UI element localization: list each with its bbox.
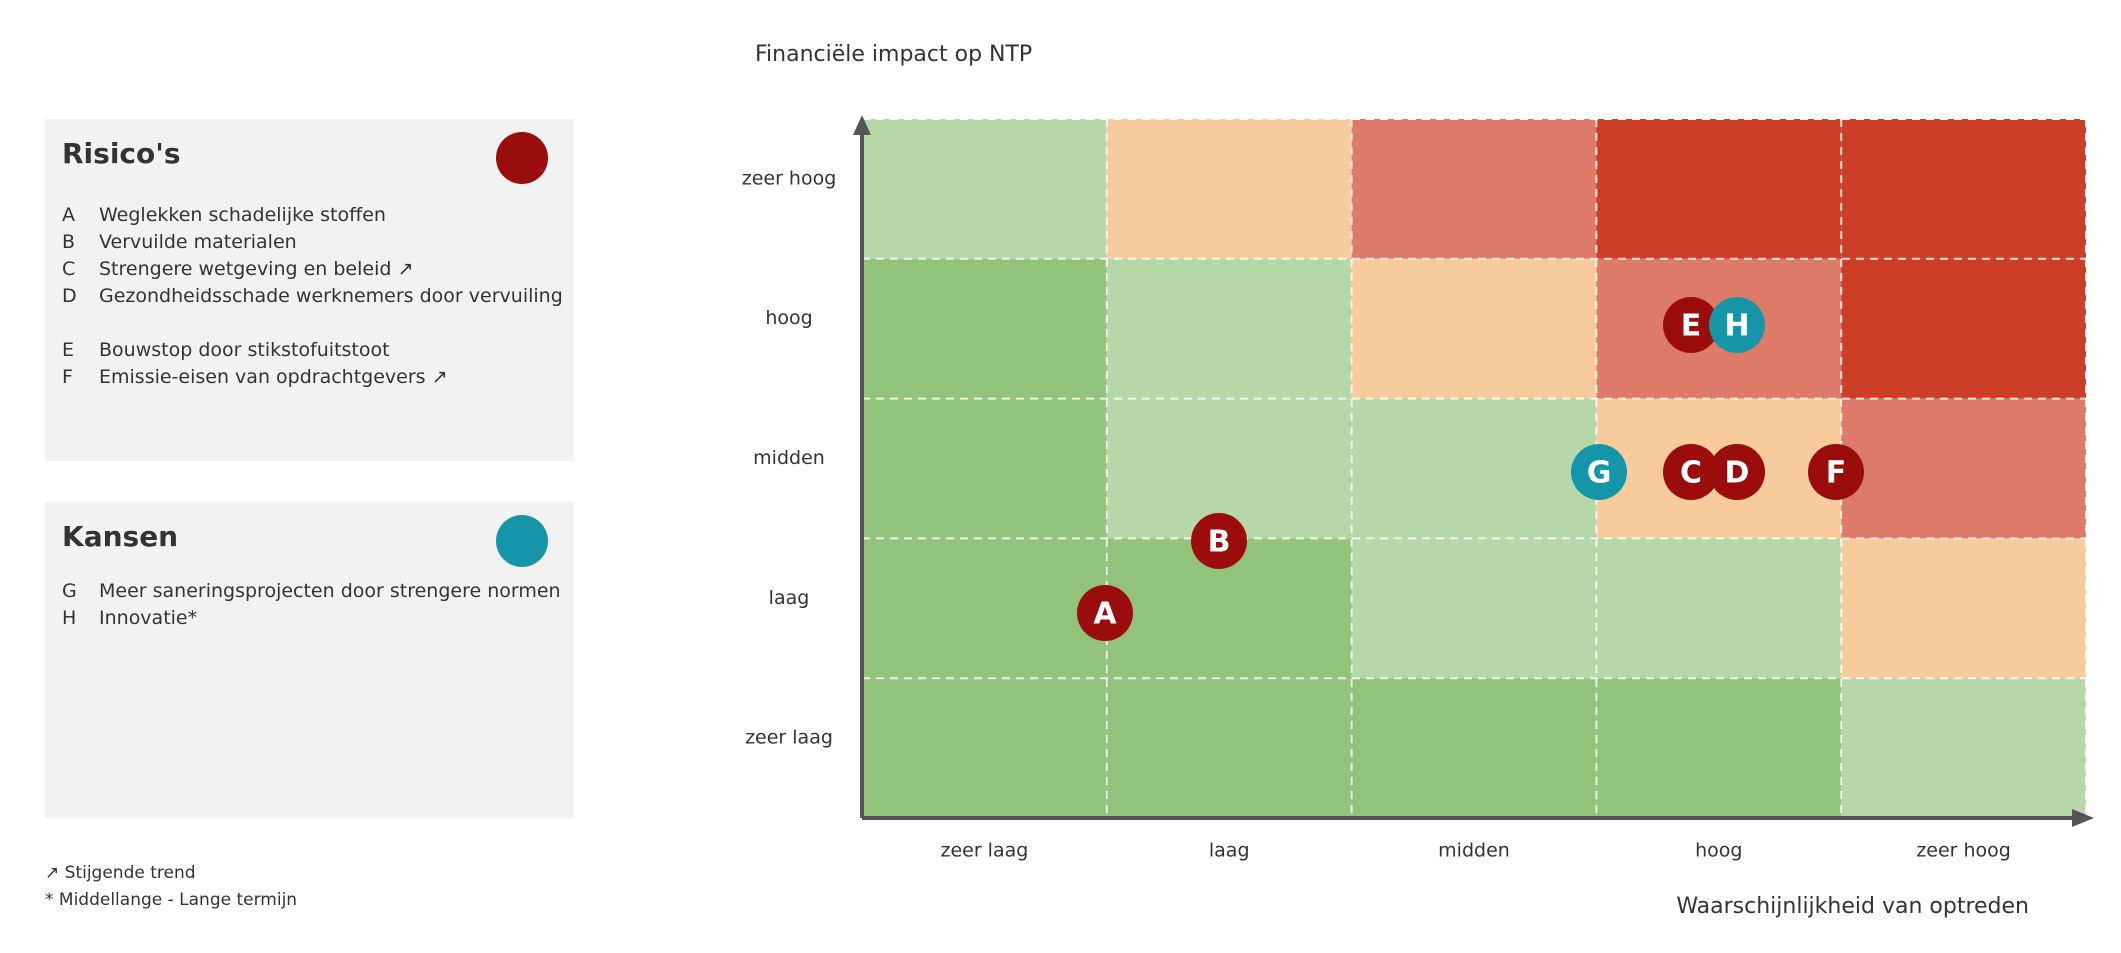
cell: [1351, 398, 1597, 539]
item-letter: G: [62, 580, 77, 602]
cell: [1841, 678, 2086, 818]
cell: [1596, 678, 1842, 818]
cell: [1841, 538, 2086, 679]
marker: [1191, 513, 1247, 569]
marker-label: F: [1826, 456, 1847, 491]
cell: [1351, 538, 1597, 679]
legend-item: C Strengere wetgeving en beleid ↗: [62, 256, 572, 283]
item-letter: D: [62, 285, 77, 307]
legend-item: F Emissie-eisen van opdrachtgevers ↗: [62, 364, 572, 391]
x-arrow: [2072, 809, 2094, 827]
y-level: laag: [769, 587, 810, 609]
risk-dot: [496, 132, 548, 184]
cell: [1596, 119, 1842, 259]
marker-label: C: [1680, 456, 1702, 491]
item-text: Gezondheidsschade werknemers door vervui…: [99, 285, 563, 307]
item-text: Meer saneringsprojecten door strengere n…: [99, 580, 561, 602]
cell: [1841, 258, 2086, 399]
cell: [1841, 398, 2086, 539]
marker: [1709, 297, 1765, 353]
legend-item: G Meer saneringsprojecten door strengere …: [62, 578, 572, 605]
item-letter: B: [62, 231, 76, 253]
footnote: ↗ Stijgende trend: [45, 863, 196, 883]
marker-label: A: [1093, 597, 1117, 632]
cell: [1596, 538, 1842, 679]
legend-item: A Weglekken schadelijke stoffen: [62, 202, 572, 229]
y-axis-title: Financiële impact op NTP: [755, 42, 1033, 67]
cell: [1351, 258, 1597, 399]
item-text: Emissie-eisen van opdrachtgevers ↗: [99, 366, 448, 388]
item-text: Strengere wetgeving en beleid ↗: [99, 258, 414, 280]
item-text: Weglekken schadelijke stoffen: [99, 204, 386, 226]
y-level: zeer laag: [745, 727, 833, 749]
marker-label: B: [1208, 525, 1231, 560]
marker: [1808, 444, 1864, 500]
marker: [1663, 297, 1719, 353]
legend-item: B Vervuilde materialen: [62, 229, 572, 256]
y-arrow: [853, 115, 871, 135]
cell: [1351, 119, 1597, 259]
marker-label: G: [1587, 456, 1612, 491]
cell: [1841, 119, 2086, 259]
marker: [1709, 444, 1765, 500]
marker-label: D: [1725, 456, 1750, 491]
legend-item: D Gezondheidsschade werknemers door vervu…: [62, 283, 572, 310]
item-letter: E: [62, 339, 75, 361]
x-level: zeer hoog: [1916, 840, 2011, 862]
cell: [1351, 678, 1597, 818]
marker: [1077, 585, 1133, 641]
cell: [862, 678, 1107, 818]
legend-item: E Bouwstop door stikstofuitstoot: [62, 337, 572, 364]
marker-label: H: [1724, 309, 1749, 344]
item-text: Bouwstop door stikstofuitstoot: [99, 339, 390, 361]
cell: [1106, 258, 1352, 399]
y-level: hoog: [765, 307, 812, 329]
marker: [1663, 444, 1719, 500]
cell: [862, 119, 1107, 259]
x-level: zeer laag: [940, 840, 1028, 862]
cell: [862, 258, 1107, 399]
risk-panel: Risico's A Weglekken schadelijke stoffen B…: [45, 119, 574, 461]
panel-title: Risico's: [62, 137, 181, 170]
marker-label: E: [1681, 309, 1702, 344]
x-level: midden: [1438, 840, 1510, 862]
marker: [1571, 444, 1627, 500]
item-letter: C: [62, 258, 76, 280]
opportunity-dot: [496, 515, 548, 567]
y-level: midden: [753, 447, 825, 469]
x-level: laag: [1209, 840, 1250, 862]
cell: [1106, 678, 1352, 818]
opportunity-panel: Kansen G Meer saneringsprojecten door str…: [45, 502, 574, 818]
item-text: Innovatie*: [99, 607, 198, 629]
panel-title: Kansen: [62, 520, 179, 553]
legend-item: H Innovatie*: [62, 605, 572, 632]
item-letter: F: [62, 366, 73, 388]
footnote: * Middellange - Lange termijn: [45, 890, 298, 910]
y-level: zeer hoog: [742, 167, 837, 189]
cell: [862, 398, 1107, 539]
cell: [1106, 119, 1352, 259]
cell: [862, 538, 1107, 679]
item-letter: H: [62, 607, 77, 629]
x-level: hoog: [1695, 840, 1742, 862]
item-text: Vervuilde materialen: [99, 231, 297, 253]
x-axis-title: Waarschijnlijkheid van optreden: [1676, 894, 2029, 919]
item-letter: A: [62, 204, 75, 226]
